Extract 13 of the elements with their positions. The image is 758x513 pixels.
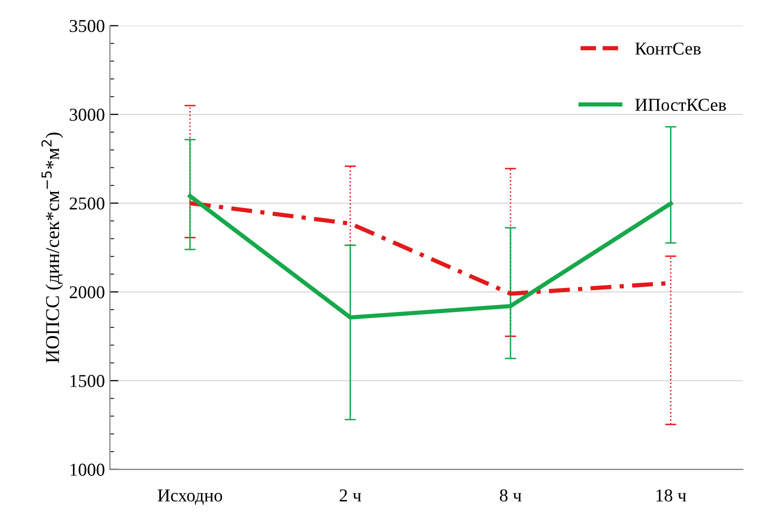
x-tick-label: 18 ч <box>656 489 686 502</box>
y-tick-label: 1000 <box>70 464 104 476</box>
y-tick-label: 2500 <box>70 197 104 210</box>
y-tick-label: 1500 <box>70 374 104 388</box>
legend-label: КонтСев <box>635 42 701 55</box>
x-tick-label: 8 ч <box>500 489 522 502</box>
y-axis-title: ИОПСС (дин/сек*см$^{−5}$*м$^{2}$) <box>41 132 64 363</box>
y-tick-label: 3500 <box>70 20 104 32</box>
legend-label: ИПостКСев <box>635 98 726 111</box>
y-tick-label: 3000 <box>70 108 104 121</box>
x-tick-label: 2 ч <box>340 489 362 502</box>
y-tick-label: 2000 <box>70 286 104 298</box>
x-tick-label: Исходно <box>158 490 222 505</box>
